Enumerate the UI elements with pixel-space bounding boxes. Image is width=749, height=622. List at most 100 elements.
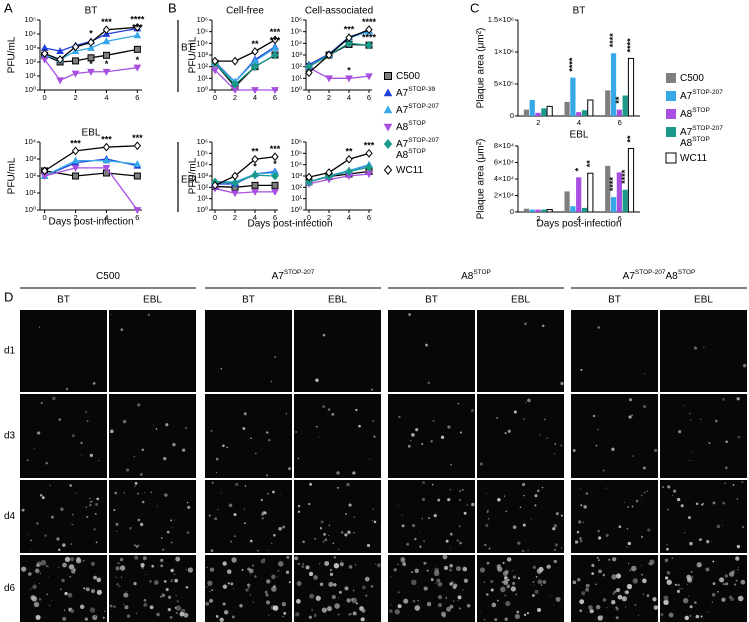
speckle (362, 585, 366, 590)
speckle (522, 523, 526, 527)
speckle (257, 549, 259, 552)
speckle (617, 594, 623, 600)
speckle (708, 441, 711, 445)
speckle (585, 583, 590, 588)
marker (211, 56, 219, 66)
speckle (186, 531, 190, 535)
series-line (214, 187, 275, 194)
speckle (348, 613, 351, 616)
speckle (211, 589, 214, 592)
speckle (279, 494, 281, 496)
speckle (591, 563, 595, 568)
series-line (214, 156, 276, 186)
micrograph (20, 394, 107, 478)
speckle (595, 583, 597, 586)
speckle (543, 418, 546, 421)
speckle (329, 569, 332, 571)
speckle (123, 592, 129, 598)
speckle (641, 500, 643, 502)
speckle (21, 566, 27, 572)
legend-swatch (666, 127, 676, 137)
significance: ** (614, 96, 624, 104)
speckle (432, 420, 435, 423)
speckle (355, 602, 358, 605)
micrograph (388, 394, 475, 478)
bar (546, 105, 553, 117)
speckle (31, 587, 33, 589)
speckle (663, 595, 669, 601)
speckle (486, 561, 490, 565)
speckle (629, 569, 632, 572)
y-tick-label: 10⁴ (290, 38, 302, 47)
speckle (595, 604, 601, 610)
speckle (615, 587, 621, 593)
speckle (717, 590, 719, 593)
speckle (735, 556, 740, 561)
marker (365, 25, 373, 34)
legend-label: C500 (680, 73, 704, 84)
speckle (233, 513, 237, 517)
bar (523, 208, 530, 212)
series-line (214, 47, 276, 83)
speckle (231, 557, 237, 563)
speckle (145, 574, 147, 575)
y-tick-label: 1.5×10⁶ (488, 15, 514, 24)
speckle (436, 578, 441, 583)
speckle (579, 539, 583, 543)
speckle (358, 424, 361, 428)
speckle (160, 537, 163, 539)
speckle (626, 527, 629, 530)
speckle (31, 596, 38, 602)
speckle (435, 582, 437, 584)
speckle (457, 595, 462, 600)
micrograph-frame (205, 310, 292, 392)
speckle (572, 580, 577, 585)
speckle (397, 591, 400, 594)
series-line (308, 30, 370, 66)
bar (541, 108, 547, 116)
micrograph (109, 394, 196, 478)
speckle (71, 434, 75, 438)
speckle (295, 612, 300, 617)
marker (71, 42, 80, 52)
x-tick-label: 0 (213, 213, 217, 222)
speckle (536, 607, 541, 612)
speckle (137, 518, 141, 522)
speckle (411, 571, 414, 574)
speckle (165, 587, 169, 592)
speckle (461, 489, 464, 491)
speckle (373, 435, 376, 438)
speckle (421, 518, 423, 520)
bar (616, 172, 622, 212)
speckle (122, 603, 125, 606)
speckle (83, 560, 85, 562)
speckle (243, 412, 247, 416)
speckle (446, 606, 451, 612)
bar (605, 90, 611, 116)
speckle (689, 459, 691, 461)
marker (231, 190, 239, 198)
speckle (652, 597, 657, 602)
significance: **** (568, 57, 578, 72)
x-tick-label: 4 (104, 213, 108, 222)
micrograph (571, 555, 659, 622)
speckle (418, 604, 420, 606)
marker (102, 51, 110, 59)
speckle (422, 481, 425, 485)
speckle (724, 482, 726, 484)
micrograph-frame (109, 394, 196, 478)
speckle (322, 333, 326, 337)
bar (622, 95, 628, 116)
speckle (244, 485, 247, 487)
speckle (503, 579, 509, 585)
speckle (414, 605, 421, 611)
speckle (176, 600, 179, 603)
micrograph-frame (294, 310, 381, 392)
column-header: BT (425, 295, 438, 306)
speckle (505, 601, 511, 607)
speckle (722, 398, 725, 401)
speckle (433, 570, 440, 577)
speckle (277, 575, 278, 577)
speckle (516, 610, 520, 614)
speckle (449, 568, 453, 572)
